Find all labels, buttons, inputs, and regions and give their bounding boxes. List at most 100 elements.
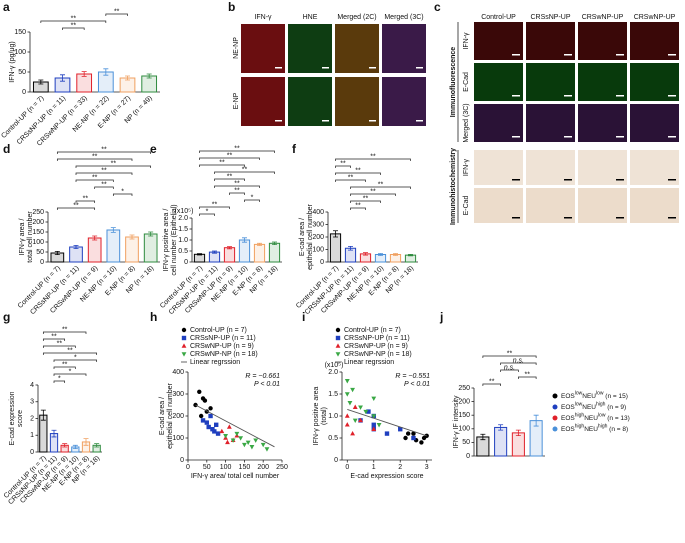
significance-bracket (62, 27, 85, 30)
y-axis-label: score (17, 410, 24, 427)
scatter-point (358, 417, 363, 423)
y-tick-label: 0 (40, 259, 44, 266)
scatter-point (226, 424, 232, 429)
scatter-point (344, 413, 350, 418)
scatter-point (403, 435, 408, 441)
scale-bar (369, 67, 376, 69)
significance-bracket (500, 369, 519, 372)
bar (106, 229, 121, 263)
y-axis-label: E-cad expression (9, 391, 16, 445)
scatter-point (219, 428, 225, 434)
scale-bar (322, 120, 329, 122)
error-bar (60, 74, 65, 82)
scatter-point (411, 435, 416, 441)
y-tick-label: 150 (32, 229, 44, 236)
error-bar (515, 429, 521, 436)
panel-letter: h (150, 310, 157, 324)
micrograph (335, 77, 379, 126)
scatter-point (208, 406, 213, 411)
legend-label: EOSlowNEUlow (n = 15) (561, 391, 628, 400)
scatter-point (371, 422, 376, 427)
x-tick-label: 2 (398, 464, 402, 471)
scale-bar (668, 95, 676, 97)
legend-label: Linear regrssion (344, 359, 394, 366)
significance-bracket (199, 150, 275, 153)
legend-marker (335, 327, 341, 333)
micrograph (382, 24, 426, 73)
significance-label: ** (370, 153, 376, 160)
significance-label: ** (67, 347, 73, 354)
error-bar (83, 438, 89, 446)
legend-marker (181, 343, 187, 348)
y-tick-label: 1.0 (178, 237, 188, 244)
legend-label-part: (n = 15) (604, 393, 628, 400)
annotation: R = −0.551 (395, 373, 430, 380)
significance-label: ** (370, 188, 376, 195)
scale-bar (275, 67, 282, 69)
significance-label: ** (101, 167, 107, 174)
y-tick-label: 3 (30, 399, 34, 406)
significance-bracket (112, 193, 133, 196)
significance-label: ** (234, 145, 240, 152)
micrograph (382, 77, 426, 126)
annotation: R = −0.661 (245, 373, 280, 380)
scatter-point (198, 413, 204, 419)
y-axis-label: IFN-γ IF intensity (453, 395, 460, 448)
column-header: CRSsNP-UP (530, 14, 570, 21)
scale-bar (616, 95, 624, 97)
error-bar (54, 251, 60, 255)
significance-label: * (74, 354, 77, 361)
significance-bracket (42, 345, 76, 348)
error-bar (110, 227, 116, 233)
scale-bar (564, 136, 572, 138)
scatter-point (363, 409, 369, 415)
significance-bracket (94, 186, 114, 189)
error-bar (212, 250, 217, 254)
y-tick-label: 0.5 (178, 248, 188, 255)
scatter-point (358, 405, 363, 410)
bar (125, 236, 139, 263)
error-bar (533, 414, 539, 427)
scale-bar (275, 120, 282, 122)
scale-bar (668, 54, 676, 56)
scatter-point (419, 440, 424, 445)
legend-label-part: high (575, 413, 585, 419)
bar (193, 253, 206, 263)
scatter-point (350, 387, 356, 393)
y-unit: (x10⁵) (175, 208, 194, 215)
scale-bar (668, 217, 676, 219)
significance-bracket (214, 185, 260, 188)
y-tick-label: 250 (458, 385, 470, 392)
error-bar (146, 73, 152, 79)
significance-label: n.s. (504, 364, 515, 371)
y-axis-label: IFN-γ positive area / (163, 209, 170, 272)
error-bar (40, 409, 46, 421)
y-axis-label: IFN-γ (pg/μg) (9, 41, 16, 82)
y-tick-label: 0 (466, 453, 470, 460)
group-label: Immunofluorescence (450, 47, 457, 118)
legend-label-part: NEU (584, 415, 598, 422)
scatter-point (245, 440, 251, 446)
micrograph (335, 24, 379, 73)
significance-bracket (350, 186, 411, 189)
scatter-point (344, 392, 350, 397)
significance-label: ** (234, 180, 240, 187)
legend-label-part: low (596, 391, 604, 397)
y-tick-label: 0 (30, 449, 34, 456)
scatter-point (264, 447, 270, 452)
significance-label: ** (71, 15, 77, 22)
micrograph (241, 77, 285, 126)
column-header: Merged (2C) (337, 14, 376, 21)
error-bar (94, 443, 100, 448)
error-bar (62, 443, 68, 448)
legend-label-part: EOS (561, 393, 575, 400)
significance-bracket (335, 172, 381, 175)
significance-bracket (40, 20, 107, 23)
legend-marker (335, 343, 341, 348)
group-label: Immunohistochemistry (450, 148, 457, 225)
error-bar (148, 231, 154, 237)
panel-letter: d (3, 142, 10, 156)
significance-bracket (75, 200, 96, 203)
error-bar (498, 424, 504, 431)
y-unit: (x10⁵) (325, 362, 344, 369)
